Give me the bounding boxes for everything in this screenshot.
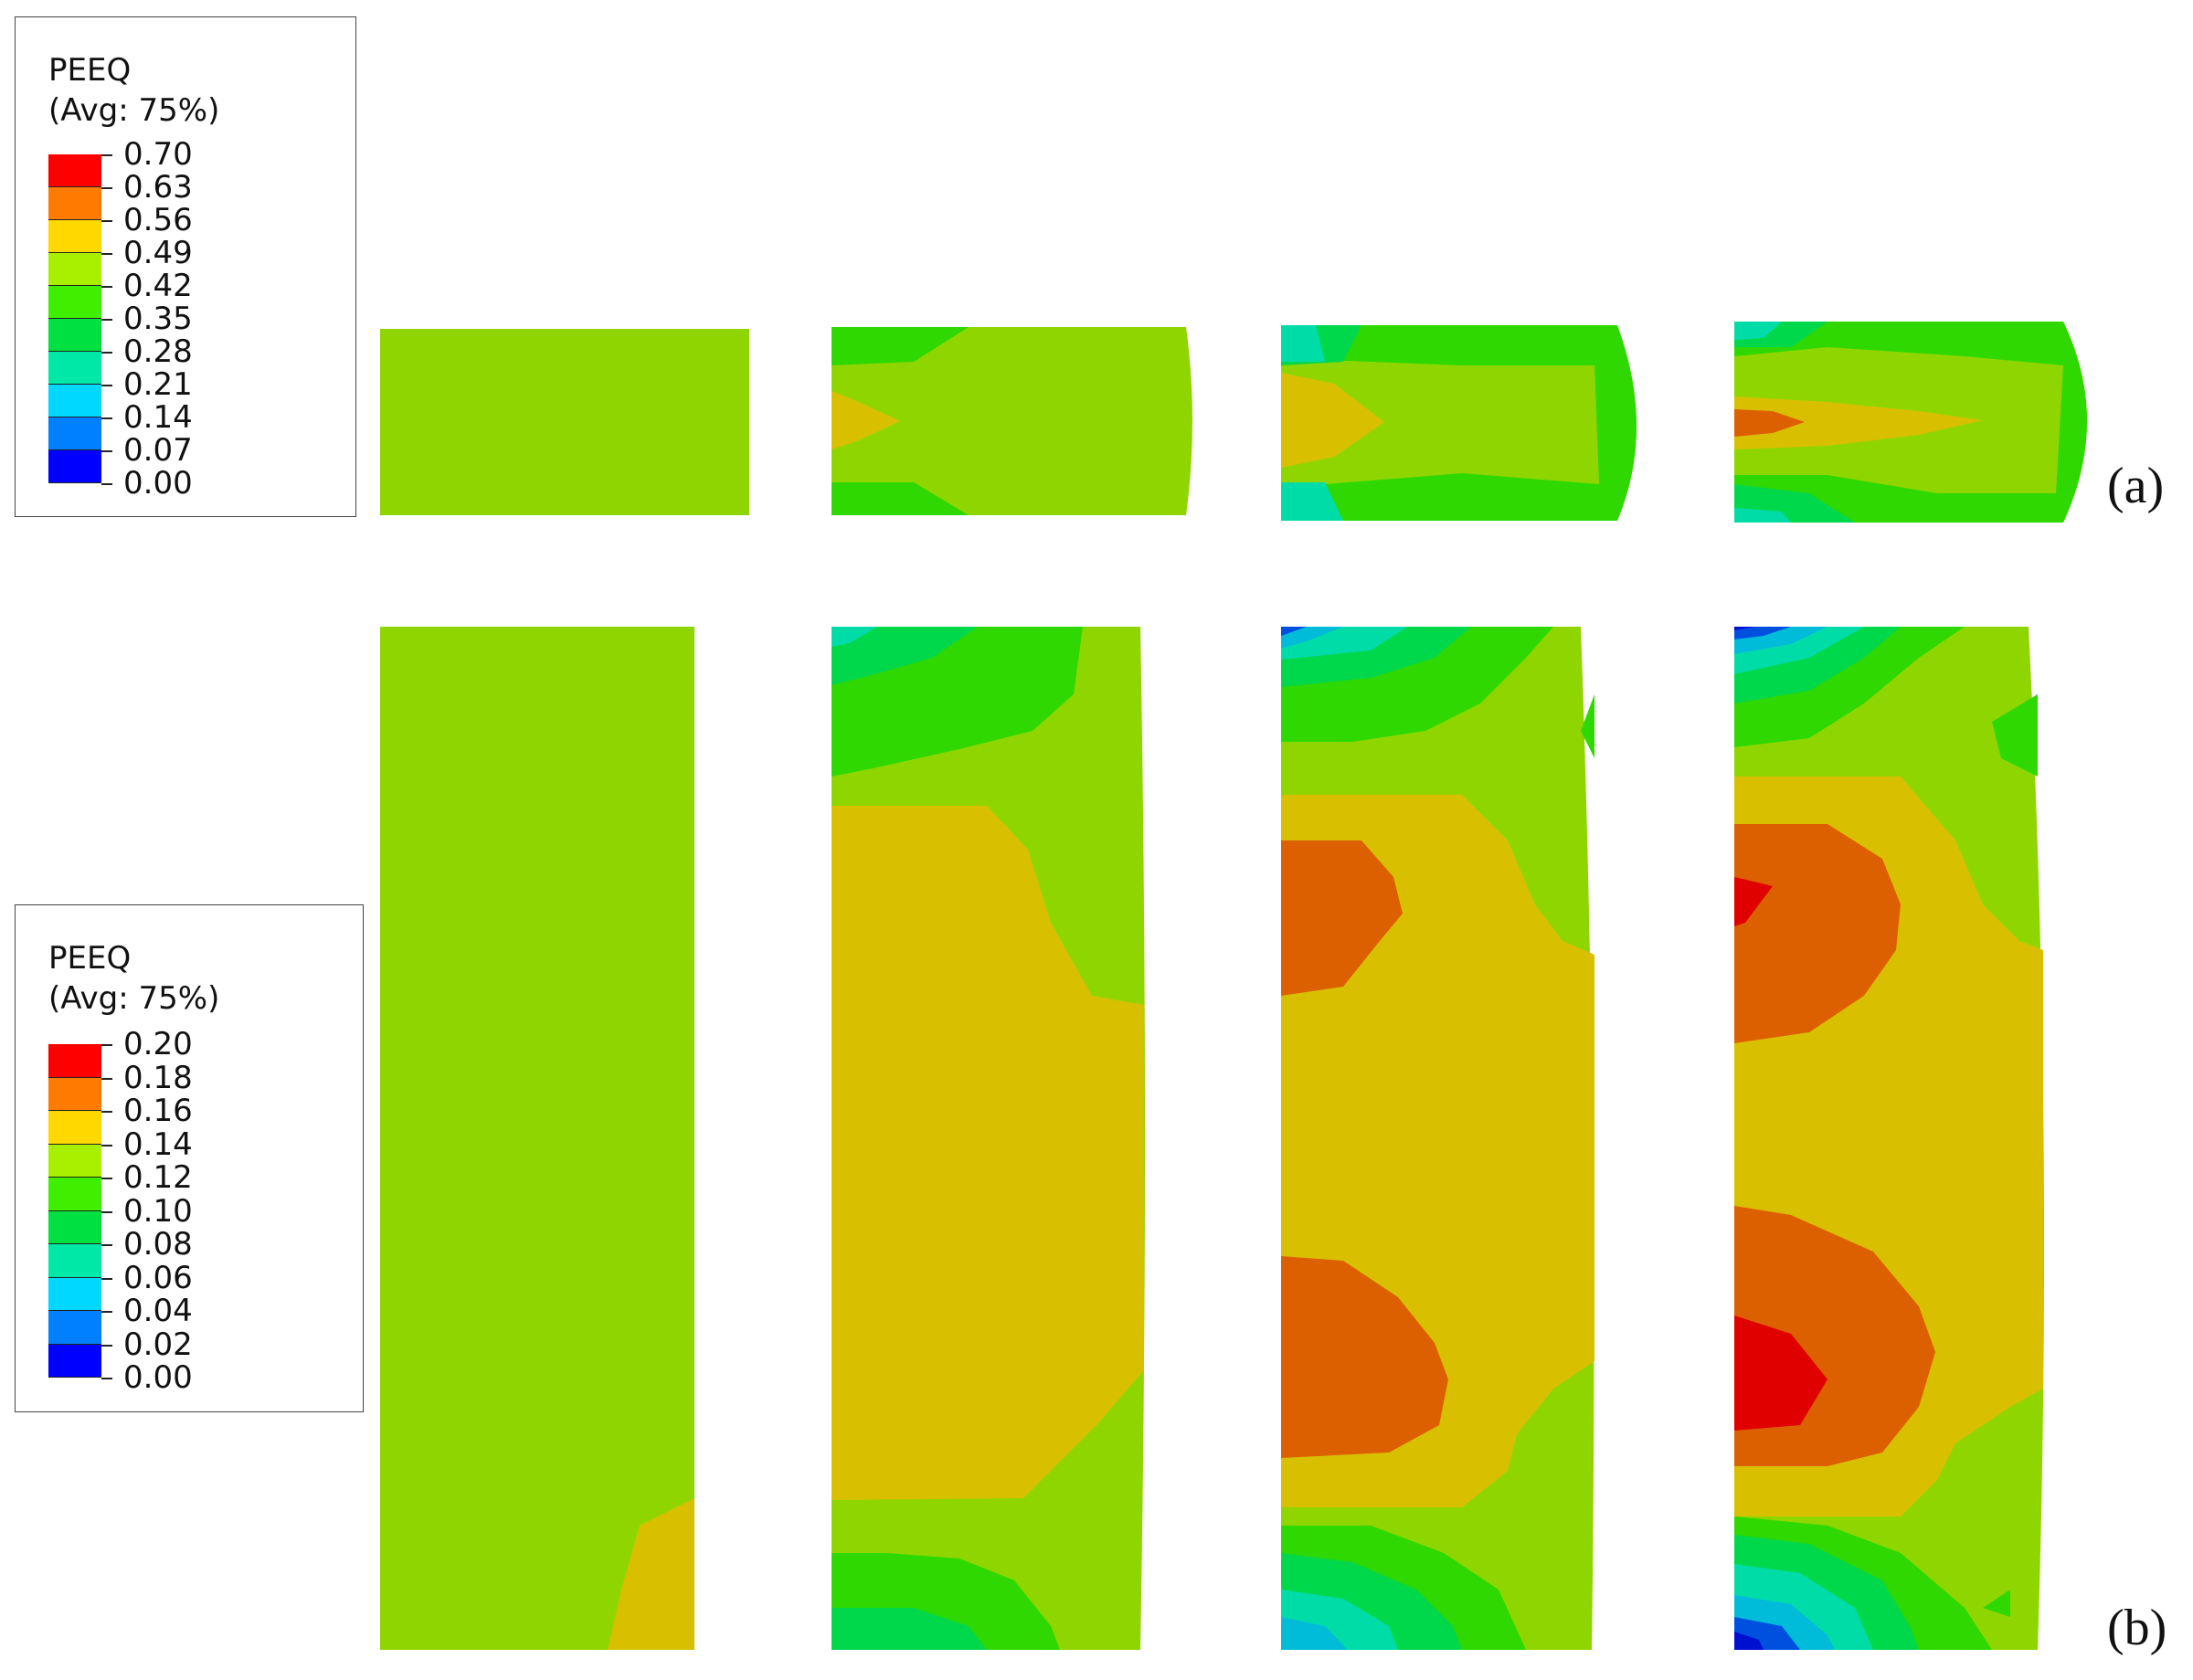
specimen-b1: [380, 627, 694, 1650]
color-swatch: [48, 220, 101, 253]
specimen-b4: [1734, 627, 2045, 1650]
tick-mark: [101, 385, 112, 386]
tick-mark: [101, 483, 112, 485]
color-swatch: [48, 417, 101, 450]
color-swatch: [48, 385, 101, 417]
tick-mark: [101, 220, 112, 222]
tick-label: 0.16: [123, 1093, 193, 1129]
tick-mark: [101, 1044, 112, 1046]
tick-mark: [101, 1077, 112, 1080]
color-swatch: [48, 187, 101, 220]
tick-mark: [101, 1277, 112, 1280]
specimen-a2: [832, 327, 1192, 515]
color-swatch: [48, 450, 101, 483]
tick-mark: [101, 1378, 112, 1379]
color-swatch: [48, 319, 101, 352]
panel-label-b: (b): [2107, 1600, 2167, 1656]
tick-label: 0.18: [123, 1059, 193, 1096]
color-swatch: [48, 1111, 101, 1145]
tick-mark: [101, 1178, 112, 1179]
tick-label: 0.04: [123, 1293, 193, 1329]
legend-b: PEEQ (Avg: 75%) 0.20 0.18: [15, 904, 364, 1412]
tick-label: 0.14: [123, 1125, 193, 1163]
legend-a-subtitle: (Avg: 75%): [48, 92, 220, 129]
legend-b-subtitle: (Avg: 75%): [48, 980, 220, 1017]
tick-label: 0.07: [123, 432, 193, 469]
color-swatch: [48, 1244, 101, 1278]
tick-mark: [101, 187, 112, 189]
legend-a: PEEQ (Avg: 75%) 0.70 0.63: [15, 16, 356, 517]
color-swatch: [48, 1077, 101, 1111]
tick-label: 0.63: [123, 169, 193, 206]
tick-label: 0.02: [123, 1326, 193, 1363]
color-swatch: [48, 253, 101, 286]
color-swatch: [48, 1311, 101, 1345]
tick-label: 0.20: [123, 1026, 193, 1062]
tick-mark: [101, 253, 112, 255]
panel-label-a: (a): [2107, 458, 2165, 514]
tick-mark: [101, 1244, 112, 1246]
specimen-a3: [1281, 325, 1637, 521]
specimen-b2: [832, 627, 1145, 1650]
tick-mark: [101, 286, 112, 288]
tick-label: 0.08: [123, 1226, 193, 1263]
tick-mark: [101, 1344, 112, 1347]
tick-mark: [101, 1210, 112, 1213]
tick-label: 0.49: [123, 235, 193, 271]
tick-label: 0.42: [123, 268, 193, 304]
tick-label: 0.14: [123, 399, 193, 436]
tick-mark: [101, 1144, 112, 1146]
tick-label: 0.10: [123, 1192, 193, 1230]
color-swatch: [48, 1178, 101, 1211]
tick-mark: [101, 417, 112, 419]
specimen-b3: [1281, 627, 1594, 1650]
color-swatch: [48, 286, 101, 319]
color-swatch: [48, 1344, 101, 1378]
tick-mark: [101, 450, 112, 452]
tick-label: 0.06: [123, 1259, 193, 1296]
tick-mark: [101, 1111, 112, 1113]
color-swatch: [48, 1210, 101, 1244]
color-swatch: [48, 154, 101, 187]
legend-b-title: PEEQ: [48, 940, 132, 977]
legend-a-title: PEEQ: [48, 52, 132, 89]
color-swatch: [48, 1144, 101, 1178]
tick-label: 0.00: [123, 1359, 193, 1396]
color-swatch: [48, 352, 101, 385]
tick-label: 0.28: [123, 333, 193, 370]
tick-mark: [101, 154, 112, 156]
tick-mark: [101, 352, 112, 354]
specimen-a1: [380, 329, 749, 515]
tick-label: 0.56: [123, 202, 193, 238]
tick-mark: [101, 319, 112, 321]
tick-label: 0.12: [123, 1159, 193, 1196]
tick-label: 0.35: [123, 301, 193, 337]
tick-label: 0.70: [123, 136, 193, 173]
specimen-a4: [1734, 322, 2087, 523]
tick-label: 0.00: [123, 465, 193, 502]
tick-label: 0.21: [123, 366, 193, 403]
color-swatch: [48, 1044, 101, 1078]
color-swatch: [48, 1277, 101, 1311]
tick-mark: [101, 1311, 112, 1313]
